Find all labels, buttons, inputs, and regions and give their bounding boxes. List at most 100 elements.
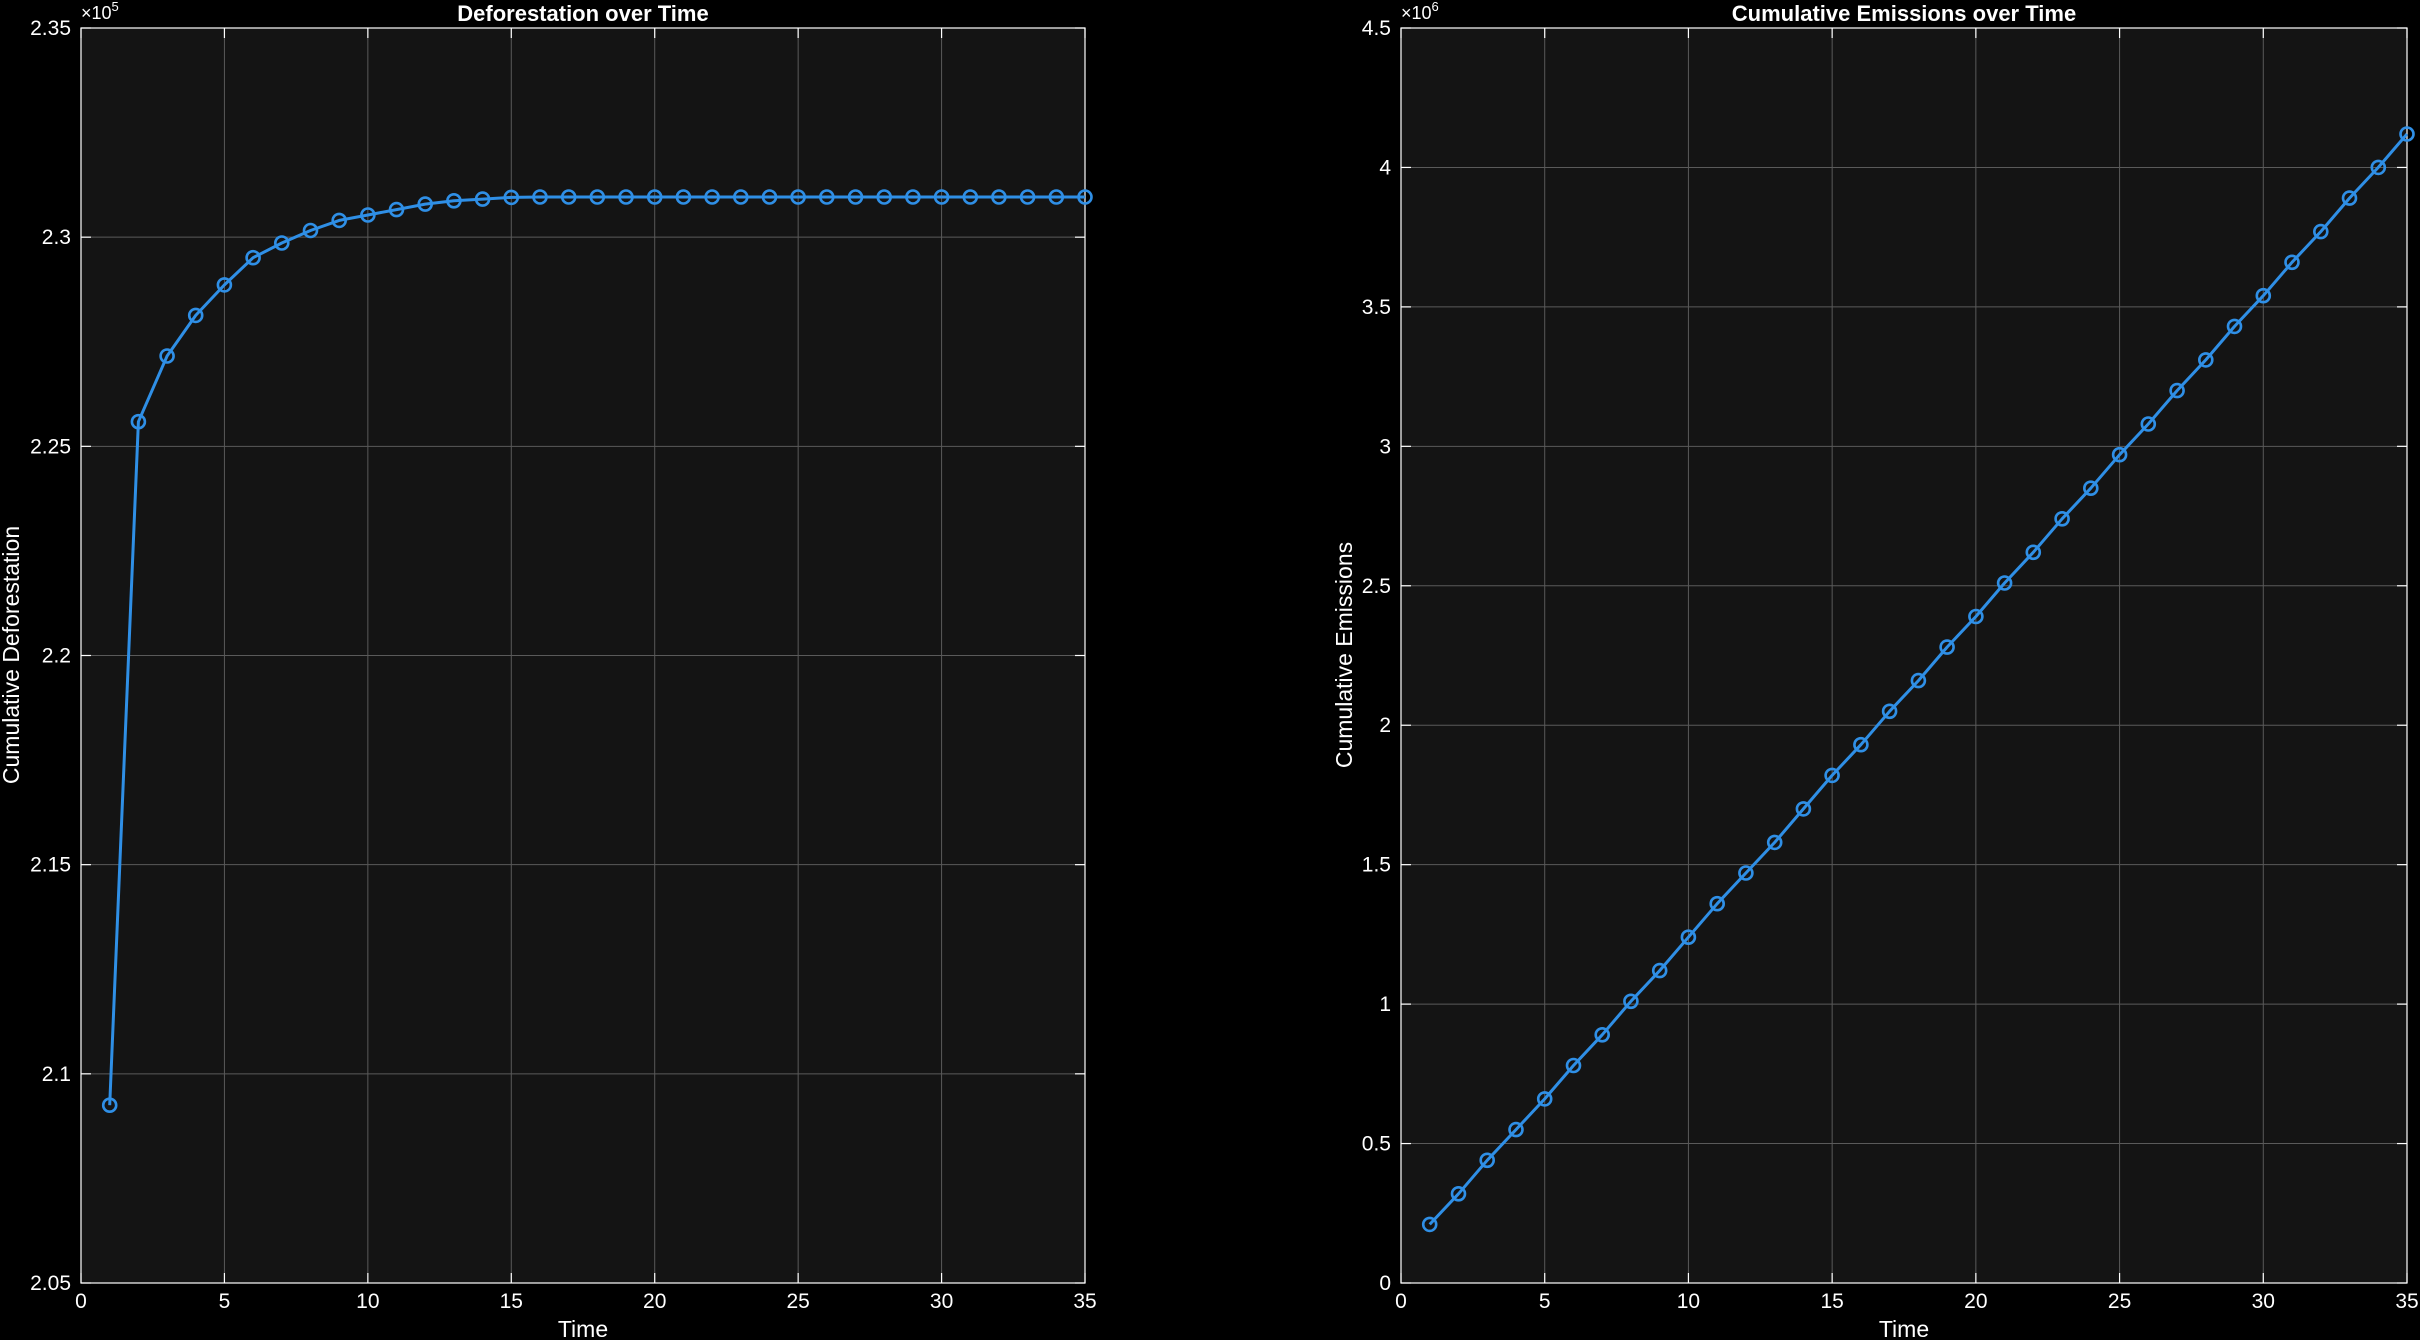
deforestation-y-tick-label: 2.1 (42, 1063, 71, 1086)
emissions-data-point (2169, 382, 2185, 399)
deforestation-data-point (331, 212, 348, 229)
deforestation-x-axis-label: Time (558, 1316, 608, 1340)
emissions-y-tick-label: 4.5 (1362, 17, 1391, 40)
emissions-y-exponent: ×106 (1401, 0, 1439, 23)
deforestation-data-point (732, 189, 749, 205)
deforestation-y-exponent: ×105 (81, 0, 119, 23)
emissions-data-point (1939, 639, 1955, 655)
emissions-data-point (1508, 1121, 1524, 1138)
deforestation-data-point (761, 189, 778, 205)
emissions-exponent-power: 6 (1432, 0, 1439, 14)
deforestation-x-tick-label: 10 (356, 1290, 379, 1313)
emissions-x-tick-label: 20 (1964, 1290, 1987, 1313)
deforestation-y-tick-label: 2.2 (42, 645, 71, 668)
emissions-data-point (1853, 736, 1869, 753)
deforestation-data-point (130, 413, 147, 430)
deforestation-data-point (876, 189, 893, 205)
emissions-x-tick-label: 0 (1395, 1290, 1407, 1313)
emissions-data-point (2083, 480, 2099, 497)
deforestation-data-point (589, 189, 606, 205)
emissions-data-point (1421, 1216, 1438, 1233)
emissions-x-tick-label: 5 (1539, 1290, 1551, 1313)
deforestation-y-tick-label: 2.05 (30, 1272, 71, 1295)
emissions-data-point (2025, 544, 2042, 561)
deforestation-x-tick-label: 30 (930, 1290, 953, 1313)
emissions-data-point (2284, 254, 2300, 271)
deforestation-axes-frame (80, 27, 1086, 1284)
deforestation-title: Deforestation over Time (457, 1, 708, 26)
emissions-data-point (2341, 190, 2358, 206)
deforestation-x-tick-label: 25 (786, 1290, 809, 1313)
deforestation-data-point (446, 193, 462, 209)
emissions-data-point (1680, 929, 1697, 946)
deforestation-data-point (646, 189, 663, 205)
deforestation-data-point (675, 189, 692, 205)
deforestation-data-point (962, 189, 979, 205)
emissions-data-point (1738, 865, 1754, 881)
deforestation-y-tick-label: 2.15 (30, 854, 71, 877)
emissions-data-point (1479, 1152, 1495, 1169)
emissions-y-tick-label: 4 (1379, 156, 1391, 179)
emissions-x-tick-label: 30 (2252, 1290, 2275, 1313)
deforestation-y-axis-label: Cumulative Deforestation (0, 526, 24, 784)
emissions-y-tick-label: 1.5 (1362, 854, 1391, 877)
emissions-y-tick-label: 3.5 (1362, 296, 1391, 319)
emissions-data-point (1996, 575, 2013, 591)
deforestation-data-point (159, 348, 175, 364)
deforestation-series-line (108, 195, 1085, 1106)
emissions-data-point (1881, 703, 1898, 720)
emissions-data-point (1709, 895, 1725, 912)
deforestation-data-point (991, 189, 1007, 205)
deforestation-data-point (474, 191, 491, 207)
deforestation-data-point (847, 189, 864, 205)
emissions-data-point (1565, 1057, 1582, 1074)
deforestation-data-point (503, 189, 520, 206)
emissions-x-tick-label: 35 (2395, 1290, 2418, 1313)
emissions-data-point (1910, 672, 1927, 689)
emissions-data-point (1824, 767, 1840, 784)
deforestation-data-point (905, 189, 921, 205)
deforestation-data-point (560, 189, 577, 205)
emissions-data-point (2399, 126, 2415, 142)
deforestation-data-point (187, 307, 204, 324)
emissions-exponent-base: ×10 (1401, 3, 1432, 23)
emissions-y-tick-label: 0 (1379, 1272, 1391, 1295)
emissions-axes-frame (1400, 27, 2408, 1284)
deforestation-data-point (417, 196, 434, 212)
deforestation-y-tick-label: 2.35 (30, 17, 71, 40)
emissions-y-tick-label: 0.5 (1362, 1133, 1391, 1156)
deforestation-x-tick-label: 5 (219, 1290, 231, 1313)
deforestation-data-point (360, 207, 376, 223)
emissions-data-point (1651, 962, 1668, 979)
emissions-y-tick-label: 3 (1379, 435, 1391, 458)
emissions-x-tick-label: 10 (1677, 1290, 1700, 1313)
emissions-x-axis-label: Time (1879, 1316, 1929, 1340)
deforestation-data-point (818, 189, 835, 205)
emissions-x-tick-label: 15 (1820, 1290, 1843, 1313)
emissions-data-point (1594, 1027, 1610, 1043)
emissions-data-point (2255, 287, 2272, 304)
emissions-plot-area (1401, 28, 2407, 1283)
deforestation-series (101, 189, 1093, 1113)
deforestation-x-tick-label: 15 (500, 1290, 523, 1313)
deforestation-ticks: 0 5 10 15 20 25 30 35 2.05 2.1 2.15 2.2 2.25 2.3 2.35 (30, 17, 1097, 1313)
deforestation-data-point (388, 201, 405, 218)
deforestation-data-point (101, 1097, 118, 1113)
deforestation-data-point (273, 235, 290, 251)
deforestation-data-point (618, 189, 634, 205)
emissions-y-axis-label: Cumulative Emissions (1331, 542, 1357, 768)
emissions-data-point (1795, 801, 1812, 817)
emissions-y-tick-label: 2 (1379, 714, 1391, 737)
deforestation-x-tick-label: 35 (1073, 1290, 1096, 1313)
deforestation-y-tick-label: 2.25 (30, 435, 71, 458)
deforestation-chart: 0 5 10 15 20 25 30 352.052.12.152.22.252.32.35 … (0, 0, 1097, 1340)
deforestation-exponent-power: 5 (112, 0, 119, 14)
emissions-data-point (1968, 608, 1984, 625)
emissions-data-point (2198, 352, 2214, 368)
emissions-x-tick-label: 25 (2108, 1290, 2131, 1313)
deforestation-x-tick-label: 20 (643, 1290, 666, 1313)
emissions-title: Cumulative Emissions over Time (1732, 1, 2076, 26)
emissions-data-point (2054, 510, 2070, 527)
emissions-data-point (2370, 159, 2387, 176)
